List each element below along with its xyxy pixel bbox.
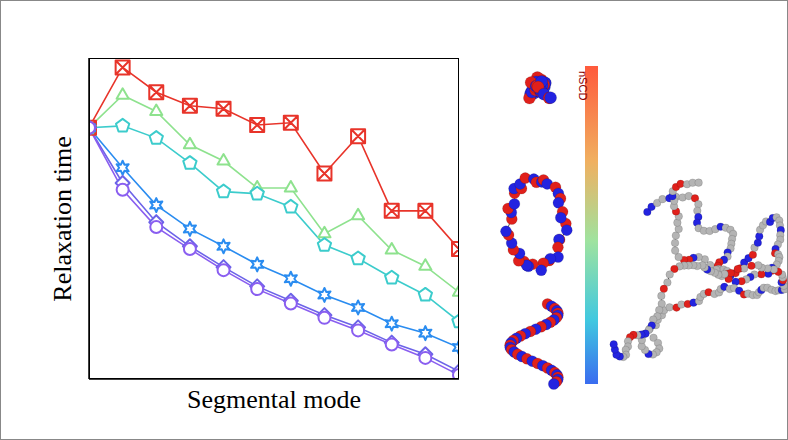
svg-text:nSCD: nSCD bbox=[577, 71, 589, 100]
html-text:Relaxation time: Relaxation time bbox=[48, 135, 77, 302]
html-text:Segmental mode: Segmental mode bbox=[187, 385, 361, 414]
